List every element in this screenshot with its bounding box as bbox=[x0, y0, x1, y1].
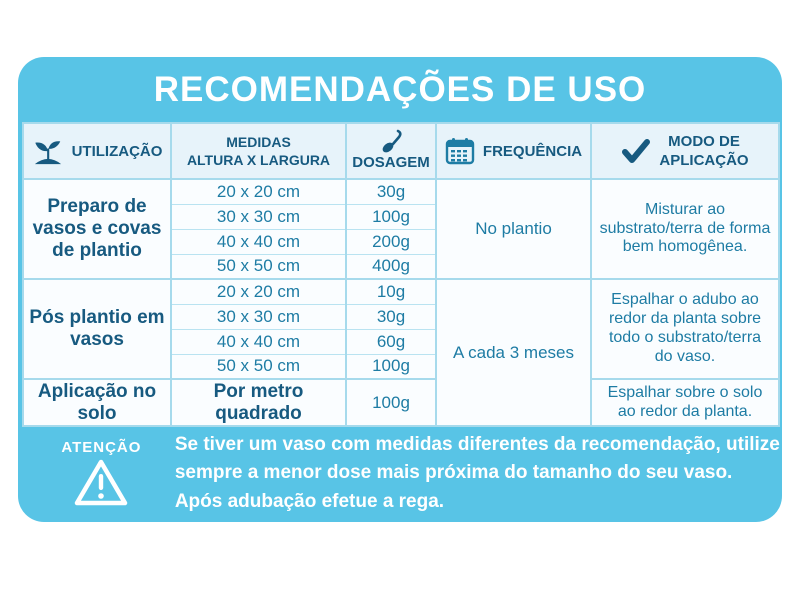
recommendations-card: RECOMENDAÇÕES DE USO UTILIZAÇÃO bbox=[18, 57, 782, 522]
header-dosagem-label: DOSAGEM bbox=[352, 154, 430, 172]
group3-modo: Espalhar sobre o solo ao redor da planta… bbox=[590, 378, 780, 427]
sprout-icon bbox=[34, 141, 61, 165]
group1-dose-3: 200g bbox=[345, 228, 437, 255]
group3-label: Aplicação no solo bbox=[22, 378, 172, 427]
header-frequencia-label: FREQUÊNCIA bbox=[482, 142, 583, 160]
header-utilizacao: UTILIZAÇÃO bbox=[22, 122, 172, 180]
group2-size-4: 50 x 50 cm bbox=[170, 353, 347, 380]
header-frequencia: FREQUÊNCIA bbox=[435, 122, 592, 180]
spoon-icon bbox=[382, 129, 402, 153]
group1-size-1: 20 x 20 cm bbox=[170, 178, 347, 205]
table-row: 50 x 50 cm 400g bbox=[23, 253, 779, 280]
group2-dose-2: 30g bbox=[345, 303, 437, 330]
attention-band: ATENÇÃO Se tiver um vaso com medidas dif… bbox=[18, 425, 782, 522]
recommendations-table: UTILIZAÇÃO MEDIDAS ALTURA X LARGURA bbox=[22, 122, 780, 427]
attention-left: ATENÇÃO bbox=[18, 439, 175, 509]
calendar-icon bbox=[445, 138, 475, 165]
table-wrap: UTILIZAÇÃO MEDIDAS ALTURA X LARGURA bbox=[22, 122, 780, 427]
group2-size-1: 20 x 20 cm bbox=[170, 278, 347, 305]
group2-label: Pós plantio em vasos bbox=[22, 278, 172, 380]
group1-frequencia: No plantio bbox=[435, 178, 592, 280]
header-medidas-line1: MEDIDAS bbox=[226, 133, 291, 150]
header-medidas: MEDIDAS ALTURA X LARGURA bbox=[170, 122, 347, 180]
group1-dose-1: 30g bbox=[345, 178, 437, 205]
warning-triangle-icon bbox=[75, 459, 128, 505]
group2-dose-3: 60g bbox=[345, 328, 437, 355]
group1-label: Preparo de vasos e covas de plantio bbox=[22, 178, 172, 280]
header-modo: MODO DE APLICAÇÃO bbox=[590, 122, 780, 180]
group3-dose: 100g bbox=[345, 378, 437, 427]
group1-dose-2: 100g bbox=[345, 203, 437, 230]
attention-label: ATENÇÃO bbox=[61, 438, 142, 456]
group3-medida: Por metro quadrado bbox=[170, 378, 347, 427]
header-dosagem: DOSAGEM bbox=[345, 122, 437, 180]
group2-size-2: 30 x 30 cm bbox=[170, 303, 347, 330]
header-medidas-line2: ALTURA X LARGURA bbox=[186, 152, 331, 168]
group1-size-4: 50 x 50 cm bbox=[170, 253, 347, 280]
group2-dose-1: 10g bbox=[345, 278, 437, 305]
group1-dose-4: 400g bbox=[345, 253, 437, 280]
group1-size-3: 40 x 40 cm bbox=[170, 228, 347, 255]
group2-modo: Espalhar o adubo ao redor da planta sobr… bbox=[590, 278, 780, 380]
table-row: 30 x 30 cm 30g bbox=[23, 303, 779, 330]
header-modo-line2: APLICAÇÃO bbox=[659, 152, 749, 169]
table-row: 30 x 30 cm 100g bbox=[23, 203, 779, 230]
group2-frequencia: A cada 3 meses bbox=[435, 278, 592, 427]
table-row: 50 x 50 cm 100g bbox=[23, 353, 779, 380]
group2-dose-4: 100g bbox=[345, 353, 437, 380]
check-icon bbox=[622, 139, 651, 163]
table-row: 40 x 40 cm 60g bbox=[23, 328, 779, 355]
table-row: Preparo de vasos e covas de plantio 20 x… bbox=[22, 178, 780, 280]
table-header-row: UTILIZAÇÃO MEDIDAS ALTURA X LARGURA bbox=[22, 122, 780, 180]
header-modo-line1: MODO DE bbox=[668, 132, 740, 150]
title-band: RECOMENDAÇÕES DE USO bbox=[18, 57, 782, 122]
group1-modo: Misturar ao substrato/terra de forma bem… bbox=[590, 178, 780, 280]
group1-size-2: 30 x 30 cm bbox=[170, 203, 347, 230]
group2-size-3: 40 x 40 cm bbox=[170, 328, 347, 355]
table-row: Aplicação no solo Por metro quadrado 100… bbox=[22, 378, 780, 427]
page-title: RECOMENDAÇÕES DE USO bbox=[153, 69, 647, 109]
attention-text: Se tiver um vaso com medidas diferentes … bbox=[174, 433, 780, 512]
table-row: Pós plantio em vasos 20 x 20 cm 10g A ca… bbox=[22, 278, 780, 427]
header-utilizacao-label: UTILIZAÇÃO bbox=[71, 142, 163, 160]
